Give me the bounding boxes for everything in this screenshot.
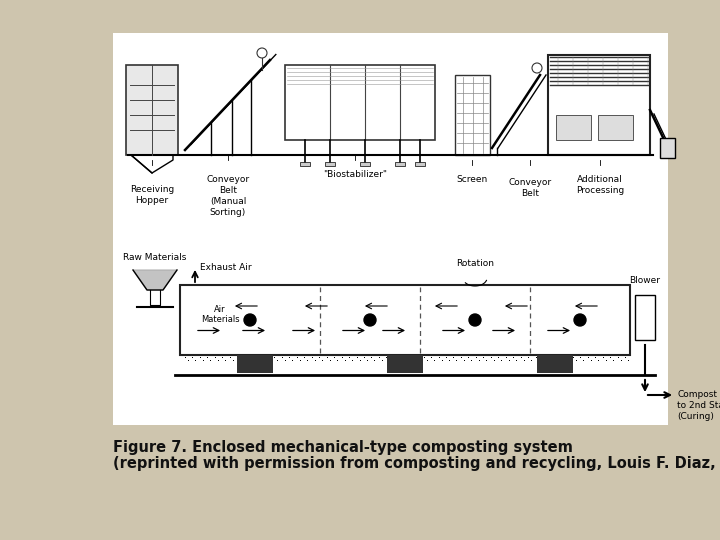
Circle shape [244, 314, 256, 326]
Bar [635, 295, 655, 340]
Bar [537, 355, 573, 373]
Bar [598, 115, 633, 140]
Text: Compost
to 2nd Stage
(Curing): Compost to 2nd Stage (Curing) [677, 390, 720, 421]
Bar [660, 138, 675, 158]
Text: Conveyor
Belt
(Manual
Sorting): Conveyor Belt (Manual Sorting) [207, 175, 250, 217]
Bar [180, 285, 630, 355]
Text: Raw Materials: Raw Materials [123, 253, 186, 262]
Circle shape [469, 314, 481, 326]
Text: Air
Materials: Air Materials [201, 305, 239, 324]
Bar [548, 55, 650, 155]
Bar [113, 33, 668, 425]
Text: Exhaust Air: Exhaust Air [200, 262, 251, 272]
Circle shape [364, 314, 376, 326]
Text: Figure 7. Enclosed mechanical-type composting system: Figure 7. Enclosed mechanical-type compo… [113, 440, 573, 455]
Text: Conveyor
Belt: Conveyor Belt [508, 178, 552, 198]
Bar [325, 162, 335, 166]
Text: (reprinted with permission from composting and recycling, Louis F. Diaz, 1993): (reprinted with permission from composti… [113, 456, 720, 471]
Polygon shape [133, 270, 177, 290]
Text: "Biostabilizer": "Biostabilizer" [323, 170, 387, 179]
Bar [300, 162, 310, 166]
Bar [455, 75, 490, 155]
Bar [126, 65, 178, 155]
Bar [360, 162, 370, 166]
Bar [395, 162, 405, 166]
Bar [415, 162, 425, 166]
Text: Blower: Blower [629, 276, 660, 285]
Circle shape [574, 314, 586, 326]
Bar [387, 355, 423, 373]
Bar [285, 65, 435, 140]
Bar [556, 115, 591, 140]
Text: Screen: Screen [456, 175, 487, 184]
Text: Receiving
Hopper: Receiving Hopper [130, 185, 174, 205]
Text: Additional
Processing: Additional Processing [576, 175, 624, 195]
Bar [237, 355, 273, 373]
Text: Rotation: Rotation [456, 259, 494, 268]
